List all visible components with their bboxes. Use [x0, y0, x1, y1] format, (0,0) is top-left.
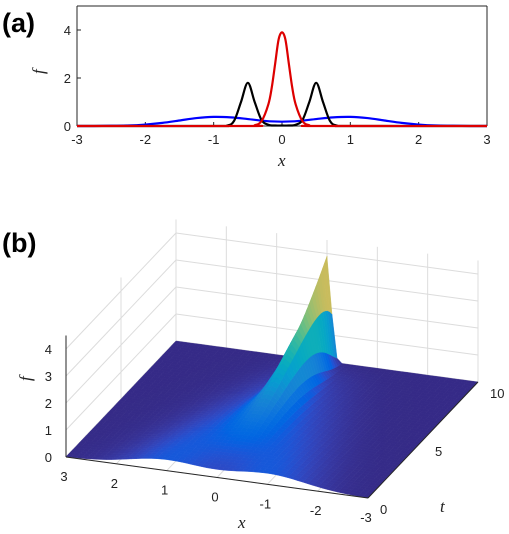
panel-a-x-label: x: [277, 151, 286, 170]
panel-b-x-tick-label: 2: [111, 476, 118, 491]
panel-a-x-tick-label: 2: [415, 132, 422, 147]
panel-b-x-label: x: [237, 513, 246, 532]
panel-a-plot: -3 -2 -1 0 1 2 3 0 2 4 x f: [29, 5, 491, 170]
panel-a-x-tick-label: 0: [278, 132, 285, 147]
panel-b-label: (b): [2, 228, 36, 258]
panel-b-surface: [65, 256, 479, 498]
panel-b-z-tick-label: 1: [45, 423, 52, 438]
panel-b-x-tick-label: 0: [211, 490, 218, 505]
panel-b-t-axis: [367, 381, 479, 499]
panel-b-x-tick-label: -2: [310, 503, 322, 518]
panel-b-x-tick-label: 1: [161, 483, 168, 498]
panel-b-z-tick-label: 2: [45, 396, 52, 411]
panel-a-series-line-1: [76, 115, 488, 128]
panel-a-x-tick-label: -1: [208, 132, 220, 147]
panel-a-series: [76, 31, 488, 128]
panel-a-y-label: f: [29, 67, 48, 74]
panel-a-y-tick-label: 2: [64, 71, 71, 86]
panel-b-x-axis: [65, 456, 369, 499]
panel-a-label: (a): [2, 8, 35, 38]
panel-b-t-tick-label: 10: [490, 386, 504, 401]
panel-b-axes: [65, 335, 479, 499]
panel-a-x-tick-label: 1: [347, 132, 354, 147]
panel-b-t-label: t: [440, 497, 446, 516]
panel-a-series-line-2: [76, 81, 488, 128]
panel-a-x-tick-label: -2: [140, 132, 152, 147]
panel-b-z-tick-label: 4: [45, 342, 52, 357]
panel-a-x-tick-label: 3: [483, 132, 490, 147]
panel-b-x-tick-label: -1: [260, 496, 272, 511]
panel-b-f-label: f: [16, 374, 35, 381]
panel-b-t-tick-label: 5: [435, 444, 442, 459]
panel-a-x-tick-label: -3: [71, 132, 83, 147]
panel-b-x-tick-label: -3: [360, 510, 372, 525]
panel-b-t-tick-label: 0: [380, 502, 387, 517]
panel-b-x-tick-label: 3: [60, 469, 67, 484]
panel-b-z-tick-label: 3: [45, 369, 52, 384]
panel-a-y-tick-label: 4: [64, 23, 71, 38]
panel-b-z-tick-label: 0: [45, 450, 52, 465]
panel-a-series-line-3: [76, 31, 488, 128]
panel-a-y-tick-label: 0: [64, 119, 71, 134]
